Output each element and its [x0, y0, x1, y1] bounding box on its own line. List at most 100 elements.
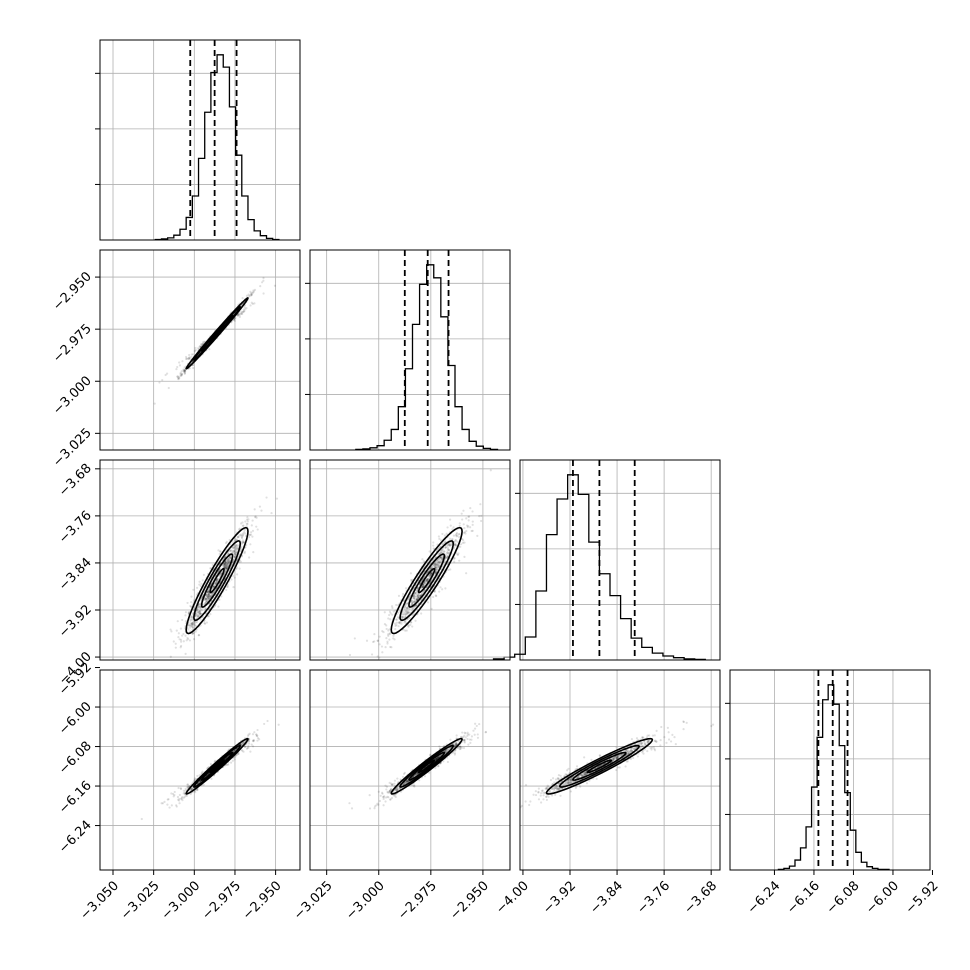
scatter-point	[212, 591, 215, 594]
scatter-point	[190, 355, 193, 358]
scatter-point	[240, 545, 243, 548]
scatter-point	[208, 593, 211, 596]
scatter-point	[192, 599, 195, 602]
scatter-point	[403, 608, 406, 611]
scatter-point	[350, 807, 354, 810]
scatter-point	[193, 622, 196, 625]
scatter-point	[188, 357, 191, 361]
scatter-point	[225, 588, 228, 592]
scatter-point	[215, 580, 218, 583]
scatter-point	[411, 625, 414, 628]
scatter-point	[207, 596, 210, 599]
scatter-point	[234, 539, 237, 542]
scatter-point	[454, 539, 457, 542]
scatter-point	[415, 593, 419, 596]
plot-layer: −3.050−3.025−3.000−2.975−2.950 −3.025 −3.0…	[50, 39, 942, 923]
scatter-point	[436, 560, 439, 563]
scatter-point	[389, 798, 392, 801]
scatter-point	[224, 563, 228, 566]
scatter-point	[420, 593, 423, 596]
scatter-point	[249, 750, 252, 753]
scatter-point	[237, 535, 240, 539]
scatter-point	[389, 612, 392, 615]
scatter-point	[408, 611, 411, 614]
scatter-point	[226, 585, 229, 588]
scatter-point	[423, 581, 426, 584]
scatter-point	[414, 592, 417, 595]
scatter-point	[396, 789, 399, 792]
scatter-point	[348, 653, 352, 657]
scatter-point	[436, 562, 439, 565]
scatter-point	[394, 624, 397, 628]
scatter-point	[414, 600, 417, 603]
scatter-point	[240, 312, 243, 316]
scatter-point	[394, 609, 397, 612]
scatter-point	[247, 739, 250, 743]
scatter-point	[223, 563, 227, 566]
scatter-point	[446, 748, 449, 751]
scatter-point	[181, 796, 184, 799]
scatter-point	[417, 596, 420, 599]
scatter-point	[191, 621, 195, 624]
scatter-point	[446, 544, 449, 547]
scatter-point	[196, 586, 199, 589]
scatter-point	[255, 525, 258, 528]
scatter-point	[417, 593, 420, 596]
scatter-point	[243, 309, 246, 313]
scatter-point	[471, 520, 474, 523]
scatter-point	[173, 790, 176, 794]
scatter-point	[207, 588, 210, 592]
scatter-point	[441, 543, 444, 546]
scatter-point	[413, 601, 416, 604]
scatter-point	[207, 592, 210, 595]
scatter-point	[459, 745, 462, 748]
scatter-point	[405, 781, 408, 784]
scatter-point	[373, 640, 376, 643]
scatter-point	[172, 792, 175, 796]
scatter-point	[471, 510, 474, 513]
hist-frame-2	[519, 459, 721, 661]
scatter-point	[184, 634, 187, 637]
scatter-point	[179, 371, 182, 374]
scatter-point	[440, 556, 443, 560]
scatter-point	[456, 553, 459, 556]
scatter-point	[232, 318, 236, 322]
scatter-point	[241, 297, 244, 300]
scatter-point	[405, 609, 408, 613]
scatter-point	[394, 627, 397, 631]
scatter-point	[372, 640, 375, 644]
scatter-point	[182, 370, 186, 374]
scatter-point	[199, 780, 202, 783]
scatter-point	[243, 532, 247, 535]
scatter-point	[381, 651, 384, 654]
scatter-point	[384, 800, 387, 803]
scatter-point	[444, 557, 447, 560]
scatter-point	[442, 550, 446, 553]
scatter-point	[253, 302, 256, 305]
scatter-point	[225, 567, 228, 570]
scatter-point	[224, 561, 227, 564]
scatter-point	[179, 374, 183, 377]
scatter-point	[228, 561, 231, 564]
scatter-point	[444, 749, 448, 752]
scatter-point	[480, 519, 483, 523]
scatter-point	[401, 592, 405, 596]
scatter-point	[204, 594, 208, 597]
scatter-point	[208, 594, 211, 598]
scatter-point	[414, 591, 417, 594]
scatter-point	[416, 596, 420, 599]
scatter-point	[453, 745, 456, 748]
scatter-point	[412, 595, 415, 598]
scatter-point	[247, 293, 250, 296]
scatter-point	[365, 639, 369, 642]
scatter-point	[182, 368, 185, 371]
scatter-point	[176, 620, 179, 623]
scatter-point	[262, 292, 265, 295]
scatter-point	[430, 565, 434, 569]
scatter-point	[440, 551, 443, 555]
scatter-point	[407, 625, 410, 628]
scatter-point	[464, 732, 467, 735]
scatter-point	[263, 722, 266, 726]
scatter-point	[416, 595, 419, 599]
scatter-point	[186, 636, 189, 640]
